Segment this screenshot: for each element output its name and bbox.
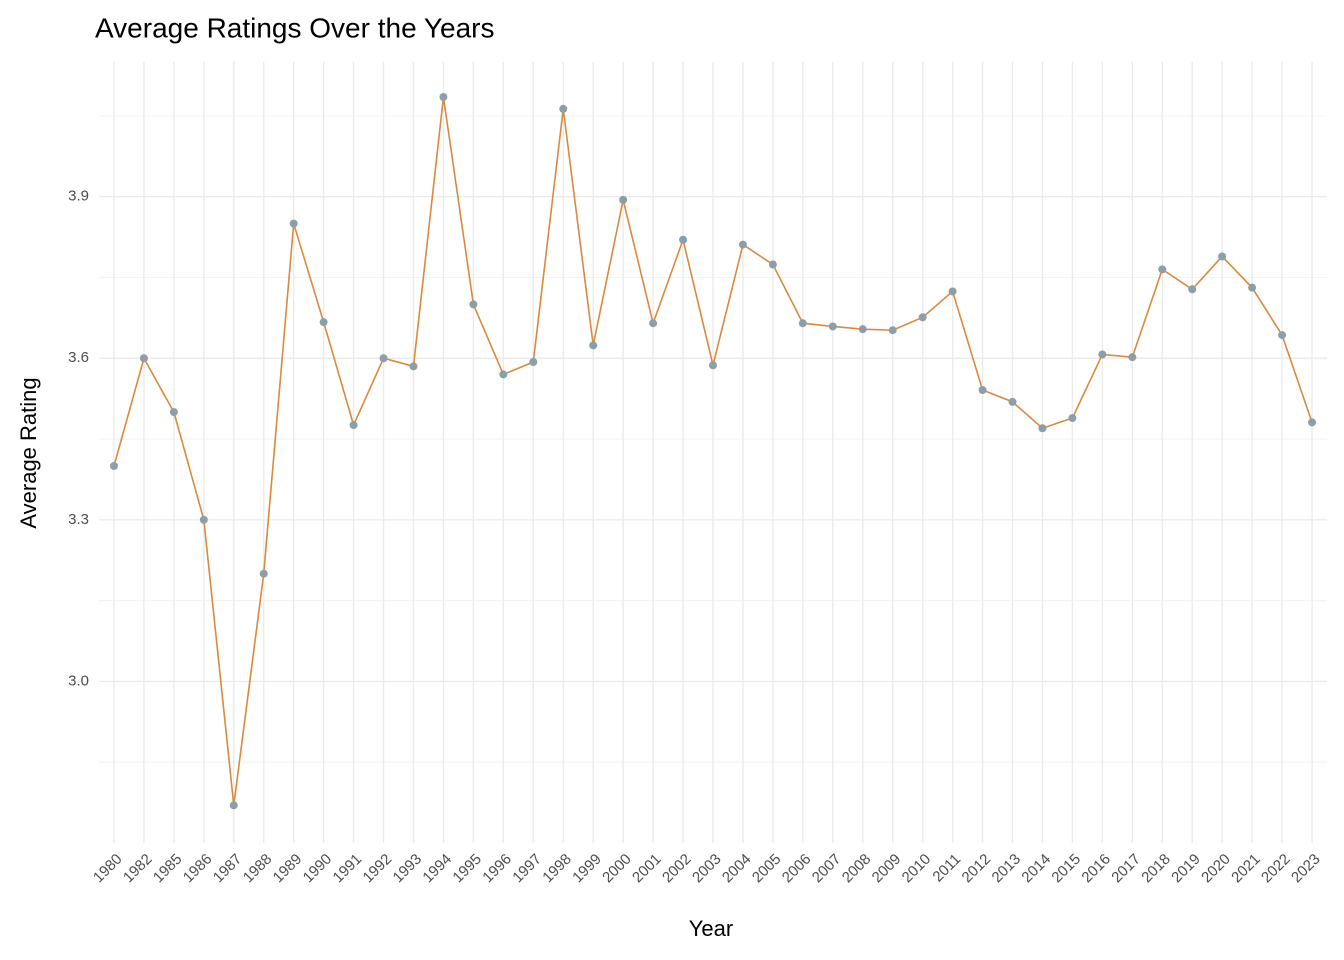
point <box>1068 414 1077 423</box>
x-tick-label: 2008 <box>839 851 875 887</box>
x-tick-label: 1999 <box>569 851 605 887</box>
point <box>559 104 568 113</box>
point <box>1158 265 1167 274</box>
point <box>709 361 717 370</box>
point <box>858 325 867 334</box>
point <box>349 421 358 430</box>
y-tick-label: 3.3 <box>68 511 89 528</box>
x-tick-label: 1994 <box>419 851 455 887</box>
x-tick-label: 1997 <box>509 851 545 887</box>
x-tick-label: 2013 <box>989 851 1025 887</box>
x-tick-label: 2010 <box>899 851 935 887</box>
point <box>738 240 747 249</box>
x-tick-label: 1992 <box>360 851 396 887</box>
x-tick-label: 2021 <box>1228 851 1264 887</box>
x-tick-label: 1990 <box>300 851 336 887</box>
point <box>589 341 598 350</box>
y-axis-title: Average Rating <box>16 377 41 528</box>
x-tick-label: 1987 <box>210 851 246 887</box>
x-tick-label: 2006 <box>779 851 815 887</box>
point <box>1188 285 1197 294</box>
point <box>1038 424 1047 433</box>
point <box>139 354 148 363</box>
point <box>259 569 268 578</box>
chart-title: Average Ratings Over the Years <box>95 12 495 43</box>
y-tick-label: 3.6 <box>68 349 89 366</box>
x-tick-label: 2002 <box>659 851 695 887</box>
x-tick-label: 2011 <box>929 851 964 886</box>
point <box>229 801 238 810</box>
point <box>379 354 388 363</box>
x-tick-label: 1988 <box>240 851 276 887</box>
point <box>1308 418 1317 427</box>
point <box>828 322 837 331</box>
point <box>1278 331 1287 340</box>
point <box>1218 252 1227 261</box>
x-tick-label: 1985 <box>150 851 186 887</box>
point <box>948 287 957 296</box>
point <box>798 319 807 328</box>
y-tick-label: 3.0 <box>68 672 89 689</box>
x-tick-label: 2018 <box>1138 851 1174 887</box>
point <box>469 300 478 309</box>
x-tick-label: 2020 <box>1198 851 1234 887</box>
y-tick-label: 3.9 <box>68 188 89 205</box>
x-tick-label: 1993 <box>390 851 426 887</box>
point <box>1008 397 1017 406</box>
point <box>888 326 897 335</box>
point <box>319 318 328 327</box>
x-tick-label: 2016 <box>1078 851 1114 887</box>
x-tick-label: 2012 <box>959 851 995 887</box>
x-tick-label: 1980 <box>90 851 126 887</box>
x-axis-title: Year <box>689 916 733 941</box>
x-tick-label: 2022 <box>1258 851 1294 887</box>
x-tick-label: 1995 <box>449 851 485 887</box>
x-tick-label: 1991 <box>330 851 366 887</box>
x-tick-label: 2003 <box>689 851 725 887</box>
point <box>409 362 418 371</box>
x-tick-label: 2009 <box>869 851 905 887</box>
point <box>1098 350 1107 359</box>
x-tick-label: 2014 <box>1018 851 1054 887</box>
x-tick-label: 1996 <box>479 851 515 887</box>
point <box>918 313 927 322</box>
point <box>109 461 118 470</box>
x-tick-label: 1998 <box>539 851 575 887</box>
point <box>439 93 448 102</box>
point <box>679 235 688 244</box>
point <box>1248 283 1257 292</box>
point <box>619 195 628 204</box>
x-tick-label: 2005 <box>749 851 785 887</box>
x-tick-label: 1986 <box>180 851 216 887</box>
x-tick-label: 2000 <box>599 851 635 887</box>
x-tick-label: 2023 <box>1288 851 1324 887</box>
x-tick-label: 2007 <box>809 851 845 887</box>
marks <box>109 93 1317 810</box>
point <box>978 386 987 395</box>
x-tick-label: 2001 <box>629 851 665 887</box>
x-tick-label: 2004 <box>719 851 755 887</box>
x-tick-label: 2015 <box>1048 851 1084 887</box>
grid <box>99 62 1327 843</box>
point <box>169 408 178 417</box>
x-tick-label: 2017 <box>1108 851 1144 887</box>
x-tick-label: 1989 <box>270 851 306 887</box>
point <box>1128 353 1137 362</box>
point <box>768 260 777 269</box>
x-tick-label: 2019 <box>1168 851 1204 887</box>
point <box>289 219 298 228</box>
x-tick-label: 1982 <box>120 851 156 887</box>
point <box>649 319 658 328</box>
point <box>529 358 538 367</box>
point <box>499 370 508 379</box>
point <box>199 515 208 524</box>
